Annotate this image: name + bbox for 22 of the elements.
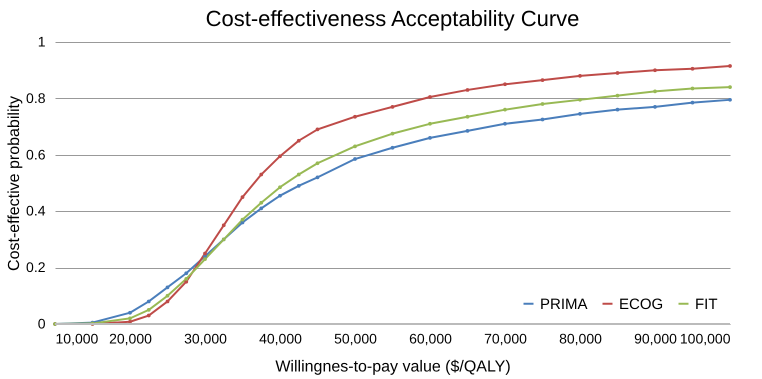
x-tick-label: 10,000 <box>56 330 99 346</box>
x-tick-label: 100,000 <box>680 330 731 346</box>
x-tick-label: 50,000 <box>334 330 378 346</box>
x-tick-label: 20,000 <box>109 330 152 346</box>
x-tick-label: 40,000 <box>259 330 302 346</box>
x-tick-label: 70,000 <box>484 330 528 346</box>
y-tick-label: 0.2 <box>26 259 46 276</box>
x-tick-label: 80,000 <box>559 330 602 346</box>
y-tick-label: 0.8 <box>26 90 46 106</box>
legend-label: PRIMA <box>540 296 588 313</box>
y-tick-label: 0.6 <box>26 146 46 162</box>
y-axis-title: Cost-effective probability <box>6 96 24 271</box>
legend-label: FIT <box>695 296 718 313</box>
legend-label: ECOG <box>619 296 664 313</box>
x-tick-label: 90,000 <box>634 330 678 346</box>
x-tick-label: 60,000 <box>409 330 452 346</box>
y-tick-label: 1 <box>38 34 46 50</box>
y-tick-label: 0 <box>38 316 46 332</box>
chart-title: Cost-effectiveness Acceptability Curve <box>206 6 580 31</box>
x-tick-label: 30,000 <box>184 330 228 346</box>
y-tick-label: 0.4 <box>26 202 46 219</box>
x-axis-title: Willingnes-to-pay value ($/QALY) <box>275 358 511 376</box>
